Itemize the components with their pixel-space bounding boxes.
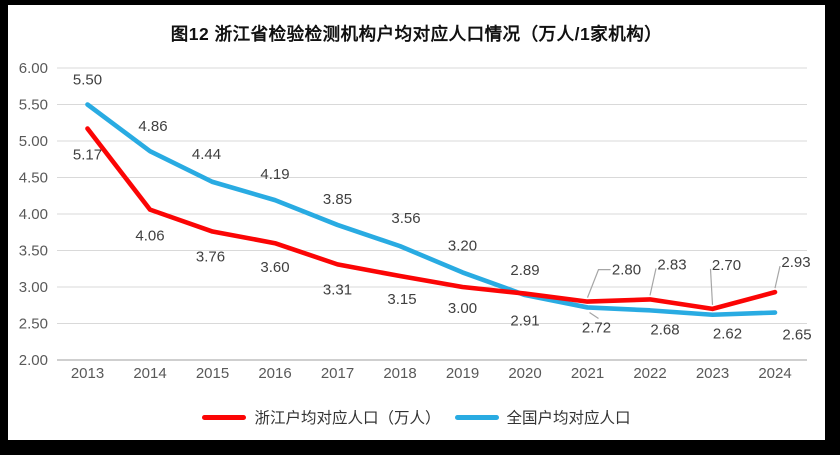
label-leader-line [589, 311, 599, 319]
data-label: 2.89 [510, 262, 539, 279]
data-label: 3.31 [323, 281, 352, 298]
x-tick-label: 2021 [571, 365, 604, 382]
data-label: 5.17 [73, 147, 102, 164]
data-label: 2.83 [657, 256, 686, 273]
data-label: 4.06 [135, 228, 164, 245]
y-tick-label: 2.50 [19, 316, 48, 333]
x-tick-label: 2017 [321, 365, 354, 382]
series-line [85, 126, 778, 312]
data-label: 2.72 [582, 319, 611, 336]
series-line [85, 102, 778, 318]
y-tick-label: 5.00 [19, 133, 48, 150]
data-label: 3.85 [323, 191, 352, 208]
line-chart: 6.00 5.50 5.00 4.50 4.00 3.50 3.00 2.50 2.00 2013… [19, 60, 812, 382]
data-label: 4.86 [138, 118, 167, 135]
data-label: 3.56 [391, 210, 420, 227]
data-label: 2.80 [612, 262, 641, 279]
national-line-swatch [454, 414, 499, 420]
x-tick-label: 2024 [758, 365, 791, 382]
x-tick-label: 2023 [696, 365, 729, 382]
x-tick-label: 2015 [196, 365, 229, 382]
data-label: 2.93 [781, 254, 810, 271]
x-tick-label: 2022 [633, 365, 666, 382]
data-label: 4.44 [192, 146, 221, 163]
y-tick-label: 6.00 [19, 60, 48, 77]
data-label: 3.60 [260, 259, 289, 276]
data-label: 2.70 [712, 257, 741, 274]
x-tick-label: 2019 [446, 365, 479, 382]
data-label: 3.76 [196, 249, 225, 266]
data-label: 3.20 [448, 237, 477, 254]
data-label: 2.65 [782, 327, 811, 344]
data-label: 3.15 [387, 291, 416, 308]
label-leader-line [709, 268, 714, 305]
data-label: 2.62 [713, 326, 742, 343]
legend-label-national: 全国户均对应人口 [506, 410, 631, 427]
x-tick-label: 2018 [383, 365, 416, 382]
y-tick-label: 5.50 [19, 97, 48, 114]
legend-label-zhejiang: 浙江户均对应人口（万人） [254, 410, 441, 427]
label-leader-line [774, 265, 781, 289]
label-leader-line [586, 269, 611, 298]
x-tick-label: 2020 [508, 365, 541, 382]
y-tick-label: 3.00 [19, 279, 48, 296]
data-label: 4.19 [260, 166, 289, 183]
y-tick-label: 4.50 [19, 170, 48, 187]
x-tick-label: 2014 [133, 365, 166, 382]
y-tick-label: 2.00 [19, 352, 48, 369]
x-tick-label: 2013 [71, 365, 104, 382]
data-label: 5.50 [73, 72, 102, 89]
y-tick-label: 3.50 [19, 243, 48, 260]
data-label: 2.68 [650, 321, 679, 338]
legend-item-national: 全国户均对应人口 [454, 406, 631, 428]
data-label: 2.91 [510, 313, 539, 330]
data-label: 3.00 [448, 300, 477, 317]
chart-legend: 浙江户均对应人口（万人） 全国户均对应人口 [8, 399, 825, 435]
zhejiang-line-swatch [202, 414, 247, 420]
label-leader-line [649, 268, 657, 296]
x-tick-label: 2016 [258, 365, 291, 382]
chart-title: 图12 浙江省检验检测机构户均对应人口情况（万人/1家机构） [170, 24, 663, 44]
legend-item-zhejiang: 浙江户均对应人口（万人） [202, 406, 441, 428]
y-tick-label: 4.00 [19, 206, 48, 223]
